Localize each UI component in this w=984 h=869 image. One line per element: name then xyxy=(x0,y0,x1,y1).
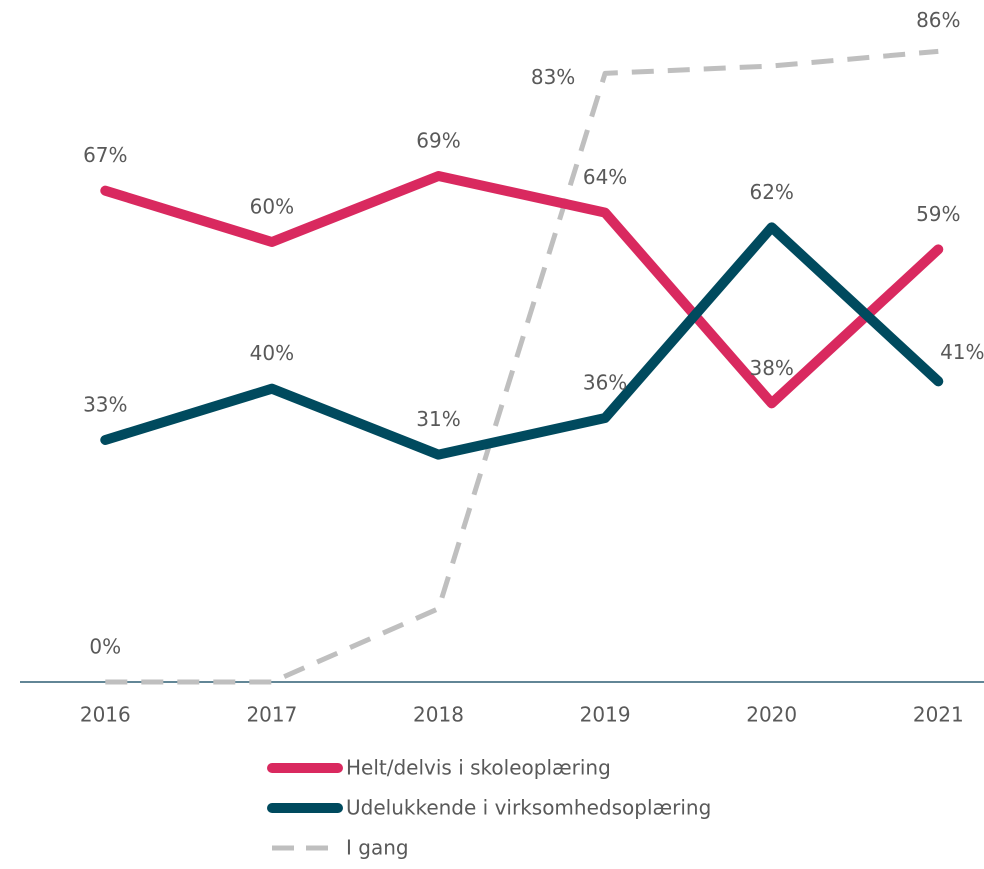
data-label: 83% xyxy=(531,65,575,89)
data-label: 60% xyxy=(250,195,294,219)
x-tick-label: 2016 xyxy=(80,703,131,727)
x-tick-label: 2019 xyxy=(580,703,631,727)
x-tick-label: 2018 xyxy=(413,703,464,727)
x-tick-label: 2021 xyxy=(913,703,964,727)
legend-label: Helt/delvis i skoleoplæring xyxy=(346,756,611,780)
data-label: 59% xyxy=(916,202,960,226)
data-label: 38% xyxy=(749,356,793,380)
data-label: 31% xyxy=(416,407,460,431)
data-label: 86% xyxy=(916,8,960,32)
legend-label: Udelukkende i virksomhedsoplæring xyxy=(346,796,711,820)
data-label: 0% xyxy=(89,635,121,659)
x-tick-label: 2017 xyxy=(246,703,297,727)
data-label: 67% xyxy=(83,143,127,167)
data-label: 41% xyxy=(940,340,984,364)
legend-label: I gang xyxy=(346,836,409,860)
data-label: 69% xyxy=(416,129,460,153)
series-line xyxy=(105,48,939,685)
data-label: 40% xyxy=(250,341,294,365)
data-label: 64% xyxy=(583,165,627,189)
data-label: 36% xyxy=(583,371,627,395)
data-label: 62% xyxy=(749,180,793,204)
x-tick-label: 2020 xyxy=(746,703,797,727)
series-line xyxy=(100,171,944,409)
series-line xyxy=(100,222,944,460)
data-label: 33% xyxy=(83,393,127,417)
